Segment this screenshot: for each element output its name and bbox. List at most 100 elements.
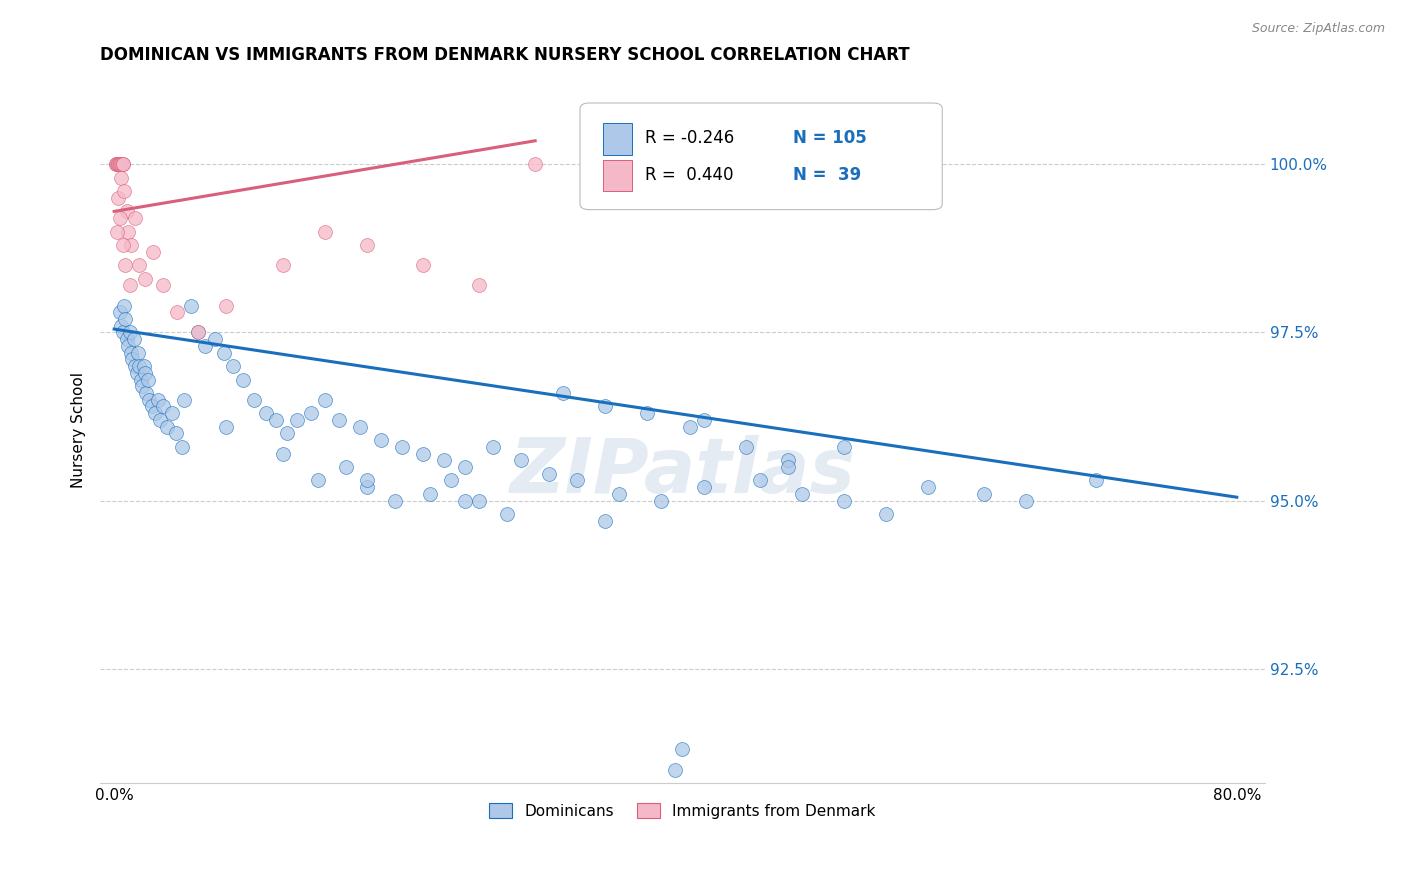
Point	[118, 326, 141, 340]
Point	[108, 157, 131, 171]
Point	[595, 400, 617, 414]
Point	[110, 170, 132, 185]
Point	[117, 225, 139, 239]
Point	[510, 453, 533, 467]
Point	[299, 406, 322, 420]
Point	[391, 440, 413, 454]
Point	[104, 157, 127, 171]
Point	[595, 157, 617, 171]
Point	[110, 157, 132, 171]
Point	[136, 372, 159, 386]
Point	[307, 474, 329, 488]
Text: Source: ZipAtlas.com: Source: ZipAtlas.com	[1251, 22, 1385, 36]
Point	[356, 474, 378, 488]
Point	[734, 440, 756, 454]
Point	[120, 345, 142, 359]
Point	[609, 487, 631, 501]
Point	[105, 157, 128, 171]
Point	[1085, 474, 1108, 488]
Point	[187, 326, 209, 340]
Text: R = -0.246: R = -0.246	[645, 129, 734, 147]
Point	[254, 406, 277, 420]
FancyBboxPatch shape	[581, 103, 942, 210]
Point	[412, 446, 434, 460]
Point	[108, 157, 131, 171]
Point	[127, 345, 149, 359]
Point	[156, 419, 179, 434]
Point	[222, 359, 245, 373]
Point	[124, 359, 146, 373]
Point	[131, 379, 153, 393]
Text: DOMINICAN VS IMMIGRANTS FROM DENMARK NURSERY SCHOOL CORRELATION CHART: DOMINICAN VS IMMIGRANTS FROM DENMARK NUR…	[100, 46, 910, 64]
Y-axis label: Nursery School: Nursery School	[72, 372, 86, 488]
Point	[160, 406, 183, 420]
Point	[243, 392, 266, 407]
Text: ZIPatlas: ZIPatlas	[509, 435, 855, 509]
Point	[482, 440, 505, 454]
Point	[107, 191, 129, 205]
Point	[349, 419, 371, 434]
Point	[120, 238, 142, 252]
Point	[664, 763, 686, 777]
Point	[232, 372, 254, 386]
Point	[135, 386, 157, 401]
Point	[115, 332, 138, 346]
Point	[134, 366, 156, 380]
Point	[105, 225, 128, 239]
Point	[468, 493, 491, 508]
Point	[356, 480, 378, 494]
Point	[440, 474, 463, 488]
Point	[111, 157, 134, 171]
Point	[173, 392, 195, 407]
Point	[790, 487, 813, 501]
Point	[146, 392, 169, 407]
Point	[650, 493, 672, 508]
Point	[271, 258, 294, 272]
Point	[496, 507, 519, 521]
Point	[1015, 493, 1038, 508]
Point	[152, 400, 174, 414]
Point	[107, 157, 129, 171]
Point	[875, 507, 897, 521]
Point	[553, 386, 575, 401]
Text: R =  0.440: R = 0.440	[645, 166, 734, 184]
Point	[671, 742, 693, 756]
Point	[271, 446, 294, 460]
Point	[370, 433, 392, 447]
Point	[142, 244, 165, 259]
Point	[454, 459, 477, 474]
Point	[215, 419, 238, 434]
Point	[114, 312, 136, 326]
Point	[180, 299, 202, 313]
Point	[384, 493, 406, 508]
Point	[110, 318, 132, 333]
Point	[129, 372, 152, 386]
Point	[107, 157, 129, 171]
Point	[412, 258, 434, 272]
Point	[115, 204, 138, 219]
Point	[595, 514, 617, 528]
Point	[314, 225, 336, 239]
Point	[143, 406, 166, 420]
Legend: Dominicans, Immigrants from Denmark: Dominicans, Immigrants from Denmark	[484, 797, 882, 825]
Point	[124, 211, 146, 226]
Point	[748, 474, 770, 488]
Point	[112, 184, 135, 198]
Point	[468, 278, 491, 293]
Point	[108, 305, 131, 319]
Point	[264, 413, 287, 427]
Point	[194, 339, 217, 353]
Point	[128, 359, 150, 373]
Point	[128, 258, 150, 272]
Point	[114, 258, 136, 272]
Point	[285, 413, 308, 427]
Point	[122, 332, 145, 346]
Point	[108, 211, 131, 226]
Point	[973, 487, 995, 501]
Point	[314, 392, 336, 407]
Point	[692, 480, 714, 494]
Point	[112, 157, 135, 171]
Point	[433, 453, 456, 467]
Point	[678, 419, 700, 434]
Point	[125, 366, 148, 380]
